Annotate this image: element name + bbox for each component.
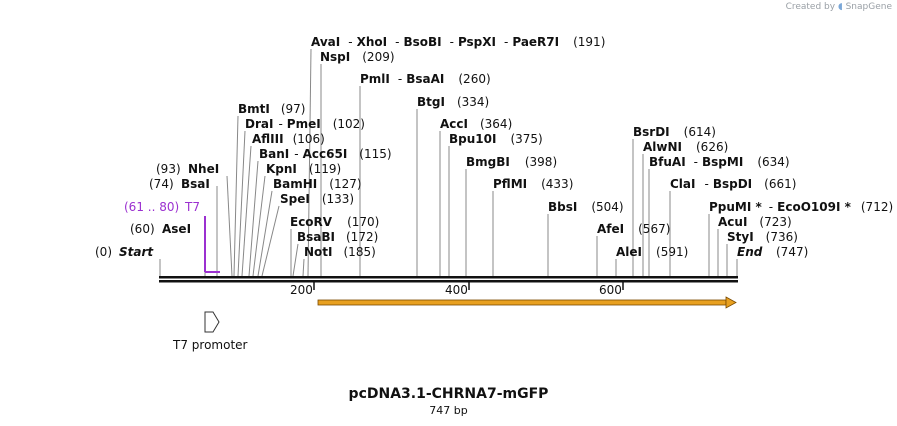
enzyme-bamhi: BamHI (127) (273, 177, 362, 191)
enzyme-ppumi-ecoo109i: PpuMI * - EcoO109I * (712) (709, 200, 893, 214)
enzyme-btgi: BtgI (334) (417, 95, 489, 109)
t7-primer-name: T7 (184, 200, 200, 214)
sequence-backbone (159, 276, 738, 283)
enzyme-bmgbi: BmgBI (398) (466, 155, 557, 169)
orf-arrow[interactable] (317, 296, 737, 309)
cut-line-noti (302, 258, 305, 277)
cut-line-spei (261, 205, 280, 277)
enzyme-pos-nhei: (93) (156, 162, 181, 176)
enzyme-nspi: NspI (209) (320, 50, 395, 64)
enzyme-pmli-bsaai: PmlI - BsaAI (260) (360, 72, 491, 86)
enzyme-asei: AseI (162, 222, 191, 236)
enzyme-bsrdi: BsrDI (614) (633, 125, 716, 139)
t7-promoter-label: T7 promoter (172, 338, 248, 352)
map-length: 747 bp (429, 404, 468, 417)
snapgene-logo-icon: ◖ (837, 2, 843, 12)
cut-line-bamhi (257, 190, 273, 277)
enzyme-alwni: AlwNI (626) (643, 140, 728, 154)
enzyme-bani-acc65i: BanI - Acc65I (115) (259, 147, 392, 161)
end-label: End (737, 245, 763, 259)
cut-site-lines (159, 48, 738, 277)
enzyme-styi: StyI (736) (727, 230, 798, 244)
enzyme-afei: AfeI (567) (597, 222, 670, 236)
start-label: Start (119, 245, 154, 259)
map-title: pcDNA3.1-CHRNA7-mGFP (348, 386, 549, 402)
enzyme-bsabi: BsaBI (172) (297, 230, 378, 244)
end-pos: (747) (776, 245, 808, 259)
ruler-ticks (313, 282, 624, 290)
tick-label-600: 600 (599, 283, 622, 297)
enzyme-avai-group: AvaI - XhoI - BsoBI - PspXI - PaeR7I (191) (311, 35, 605, 49)
credit-text: Created by (785, 2, 836, 12)
enzyme-bsai: BsaI (181, 177, 210, 191)
enzyme-noti: NotI (185) (304, 245, 376, 259)
start-pos: (0) (95, 245, 112, 259)
t7-primer-range: (61 .. 80) (124, 200, 179, 214)
enzyme-acci: AccI (364) (440, 117, 512, 131)
t7-promoter-feature[interactable] (204, 311, 220, 333)
cut-line-avai (307, 48, 312, 277)
enzyme-pos-asei: (60) (130, 222, 155, 236)
cut-line-drai (237, 130, 246, 277)
cut-line-bani (248, 160, 259, 277)
enzyme-nhei: NheI (188, 162, 219, 176)
snapgene-credit: Created by ◖ SnapGene (786, 2, 892, 12)
enzyme-spei: SpeI (133) (280, 192, 354, 206)
promoter-arrow-icon (204, 311, 220, 333)
enzyme-bfuai-bspmi: BfuAI - BspMI (634) (649, 155, 790, 169)
cut-line-bmti (233, 115, 239, 277)
tick-label-400: 400 (445, 283, 468, 297)
enzyme-bmti: BmtI (97) (238, 102, 306, 116)
enzyme-pos-bsai: (74) (149, 177, 174, 191)
cut-line-nhei (226, 175, 233, 277)
enzyme-alei: AleI (591) (616, 245, 688, 259)
cut-line-kpni (252, 175, 266, 277)
enzyme-bbsi: BbsI (504) (548, 200, 624, 214)
cut-line-aflIII (241, 145, 252, 277)
enzyme-ecorv: EcoRV (170) (290, 215, 379, 229)
enzyme-pflmi: PflMI (433) (493, 177, 573, 191)
enzyme-clai-bspdi: ClaI - BspDI (661) (670, 177, 796, 191)
enzyme-bpu10i: Bpu10I (375) (449, 132, 543, 146)
enzyme-kpni: KpnI (119) (266, 162, 341, 176)
enzyme-acui: AcuI (723) (718, 215, 792, 229)
enzyme-aflIII: AflIII (106) (252, 132, 325, 146)
cut-line-bsabi (292, 243, 299, 277)
tick-label-200: 200 (290, 283, 313, 297)
credit-brand: SnapGene (845, 2, 892, 12)
enzyme-drai-pmei: DraI - PmeI (102) (245, 117, 365, 131)
t7-primer-marker[interactable] (204, 216, 220, 273)
